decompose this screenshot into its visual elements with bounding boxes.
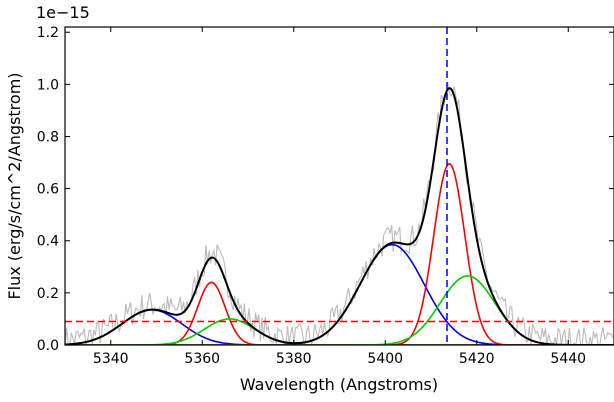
plot-frame [64, 26, 614, 346]
observed-spectrum [65, 81, 614, 345]
y-tick-label: 0.0 [37, 338, 59, 354]
y-tick-label: 1.0 [37, 77, 59, 93]
total-fit-line [65, 87, 614, 345]
series-layer [65, 27, 614, 345]
y-tick-label: 0.2 [37, 286, 59, 302]
x-tick-label: 5360 [184, 351, 220, 367]
x-tick-label: 5420 [459, 351, 495, 367]
y-tick-label: 0.8 [37, 129, 59, 145]
y-tick-label: 1.2 [37, 25, 59, 41]
axes-layer: 5340 5360 5380 5400 5420 5440 0.0 0.2 0.4 0.6 0.8 1… [37, 25, 614, 367]
y-tick-label: 0.6 [37, 182, 59, 198]
y-axis-label: Flux (erg/s/cm^2/Angstrom) [5, 72, 24, 299]
x-tick-label: 5440 [550, 351, 586, 367]
x-tick-label: 5340 [93, 351, 129, 367]
y-tick-label: 0.4 [37, 234, 59, 250]
x-tick-label: 5380 [276, 351, 312, 367]
x-tick-label: 5400 [367, 351, 403, 367]
axis-offset-label: 1e−15 [36, 3, 90, 22]
x-axis-label: Wavelength (Angstroms) [240, 375, 438, 394]
